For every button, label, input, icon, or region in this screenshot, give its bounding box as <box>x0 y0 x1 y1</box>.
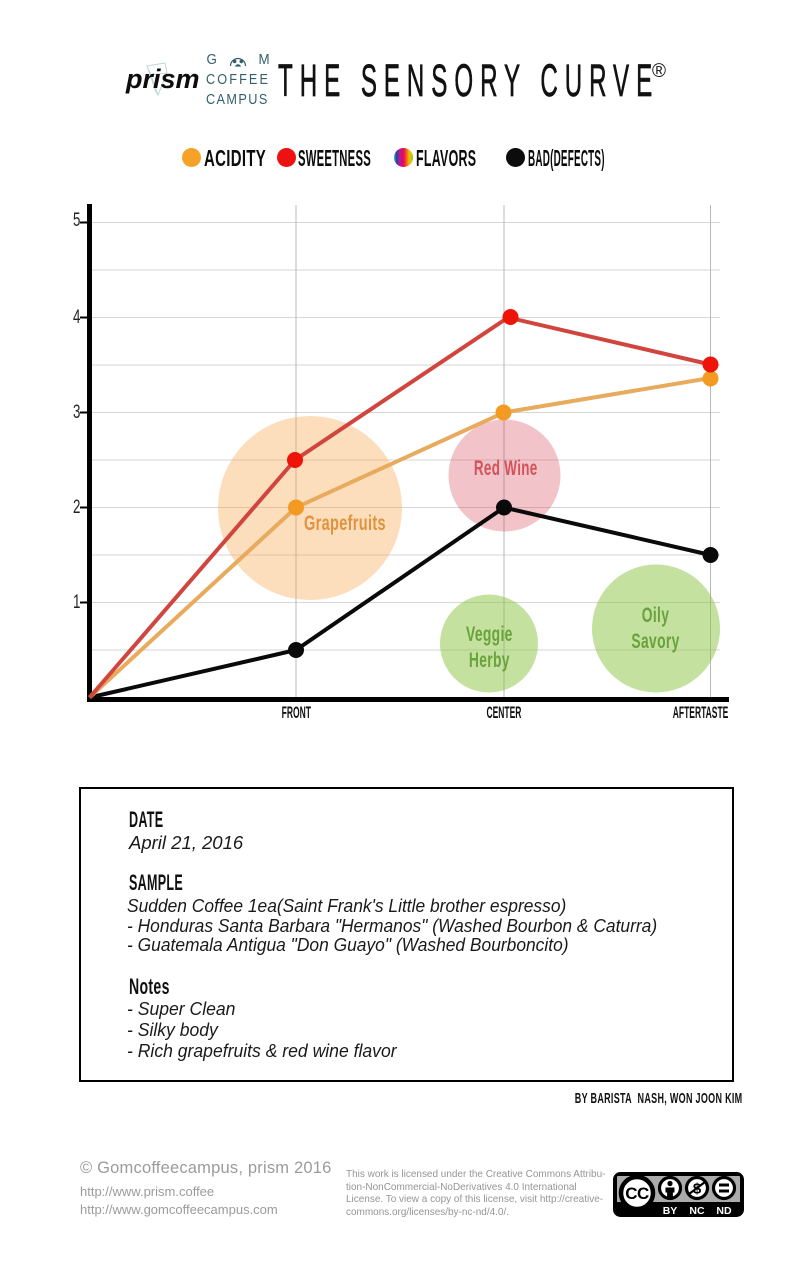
svg-text:CC: CC <box>625 1184 649 1203</box>
svg-text:ND: ND <box>716 1205 732 1217</box>
svg-text:BY: BY <box>663 1205 678 1217</box>
svg-text:NC: NC <box>689 1205 705 1217</box>
